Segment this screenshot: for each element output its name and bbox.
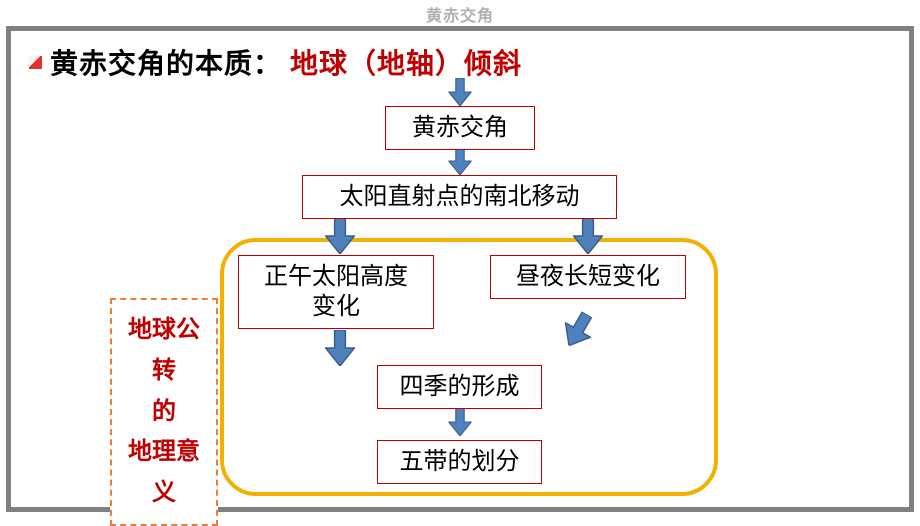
box-huangchi: 黄赤交角 (385, 106, 535, 150)
arrow-icon (570, 218, 606, 254)
heading: 黄赤交角的本质： 地球（地轴）倾斜 (28, 42, 522, 82)
dashed-line2: 的 (124, 392, 204, 433)
box-noon-altitude: 正午太阳高度变化 (238, 255, 434, 329)
bullet-icon (28, 55, 42, 69)
box-day-night: 昼夜长短变化 (490, 255, 686, 299)
box-seasons: 四季的形成 (377, 365, 542, 409)
frame-right (909, 26, 914, 512)
slide-title: 黄赤交角 (0, 2, 920, 26)
arrow-icon (322, 218, 358, 254)
heading-red: 地球（地轴）倾斜 (290, 42, 522, 82)
arrow-icon (446, 78, 474, 106)
dashed-line3: 地理意义 (124, 432, 204, 514)
arrow-icon (446, 147, 474, 175)
heading-black: 黄赤交角的本质： (50, 42, 282, 82)
arrow-icon (322, 330, 358, 366)
frame-left (6, 26, 11, 512)
frame-top (6, 26, 914, 31)
dashed-line1: 地球公转 (124, 310, 204, 392)
box-zones: 五带的划分 (377, 440, 542, 484)
box-sun-move: 太阳直射点的南北移动 (302, 175, 617, 219)
label-geo-meaning: 地球公转 的 地理意义 (110, 298, 218, 526)
arrow-icon (446, 408, 474, 436)
